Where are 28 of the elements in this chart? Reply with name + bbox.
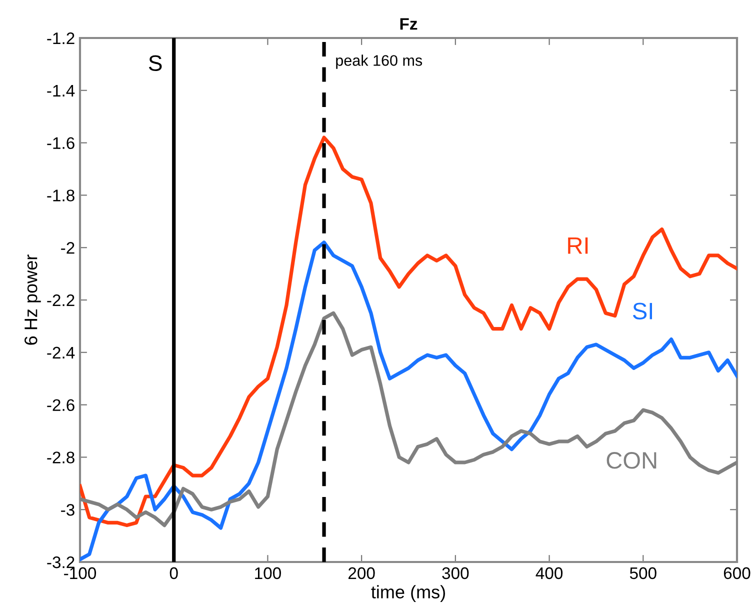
ref-line-label: peak 160 ms bbox=[336, 54, 422, 69]
y-axis-title: 6 Hz power bbox=[24, 254, 41, 345]
x-tick-label: 500 bbox=[630, 567, 656, 580]
x-axis-title: time (ms) bbox=[371, 585, 445, 602]
y-tick-label: -2 bbox=[61, 242, 74, 254]
x-tick-label: -100 bbox=[64, 567, 96, 580]
y-tick-label: -1.6 bbox=[47, 137, 74, 150]
ref-line-label: S bbox=[148, 55, 162, 71]
x-tick-label: 0 bbox=[170, 567, 178, 580]
y-tick-label: -2.6 bbox=[47, 399, 74, 412]
x-tick-label: 400 bbox=[536, 567, 563, 580]
y-tick-label: -3 bbox=[61, 504, 74, 516]
y-tick-label: -1.2 bbox=[47, 32, 74, 44]
y-tick-label: -2.8 bbox=[47, 452, 74, 464]
line-series bbox=[80, 136, 737, 528]
y-tick-label: -2.2 bbox=[47, 294, 74, 306]
series-label: RI bbox=[568, 237, 588, 254]
y-tick-label: -3.2 bbox=[47, 556, 74, 568]
x-tick-label: 100 bbox=[255, 567, 281, 580]
y-tick-label: -1.4 bbox=[47, 84, 75, 96]
y-tick-label: -1.8 bbox=[47, 190, 74, 202]
chart-title: Fz bbox=[400, 18, 418, 30]
x-tick-label: 600 bbox=[724, 567, 750, 580]
y-tick-label: -2.4 bbox=[47, 346, 75, 358]
series-label: SI bbox=[632, 302, 652, 320]
x-tick-label: 200 bbox=[348, 567, 375, 580]
series-label: CON bbox=[606, 452, 656, 469]
x-tick-label: 300 bbox=[442, 567, 469, 580]
